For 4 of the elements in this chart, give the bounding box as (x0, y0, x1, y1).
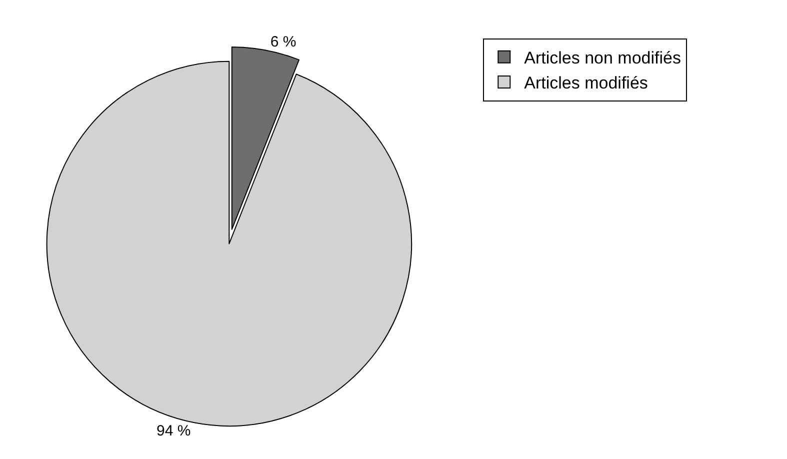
legend-label: Articles non modifiés (524, 48, 681, 68)
legend-label: Articles modifiés (524, 74, 648, 93)
data-label: 6 % (270, 34, 296, 51)
data-label: 94 % (156, 422, 191, 440)
